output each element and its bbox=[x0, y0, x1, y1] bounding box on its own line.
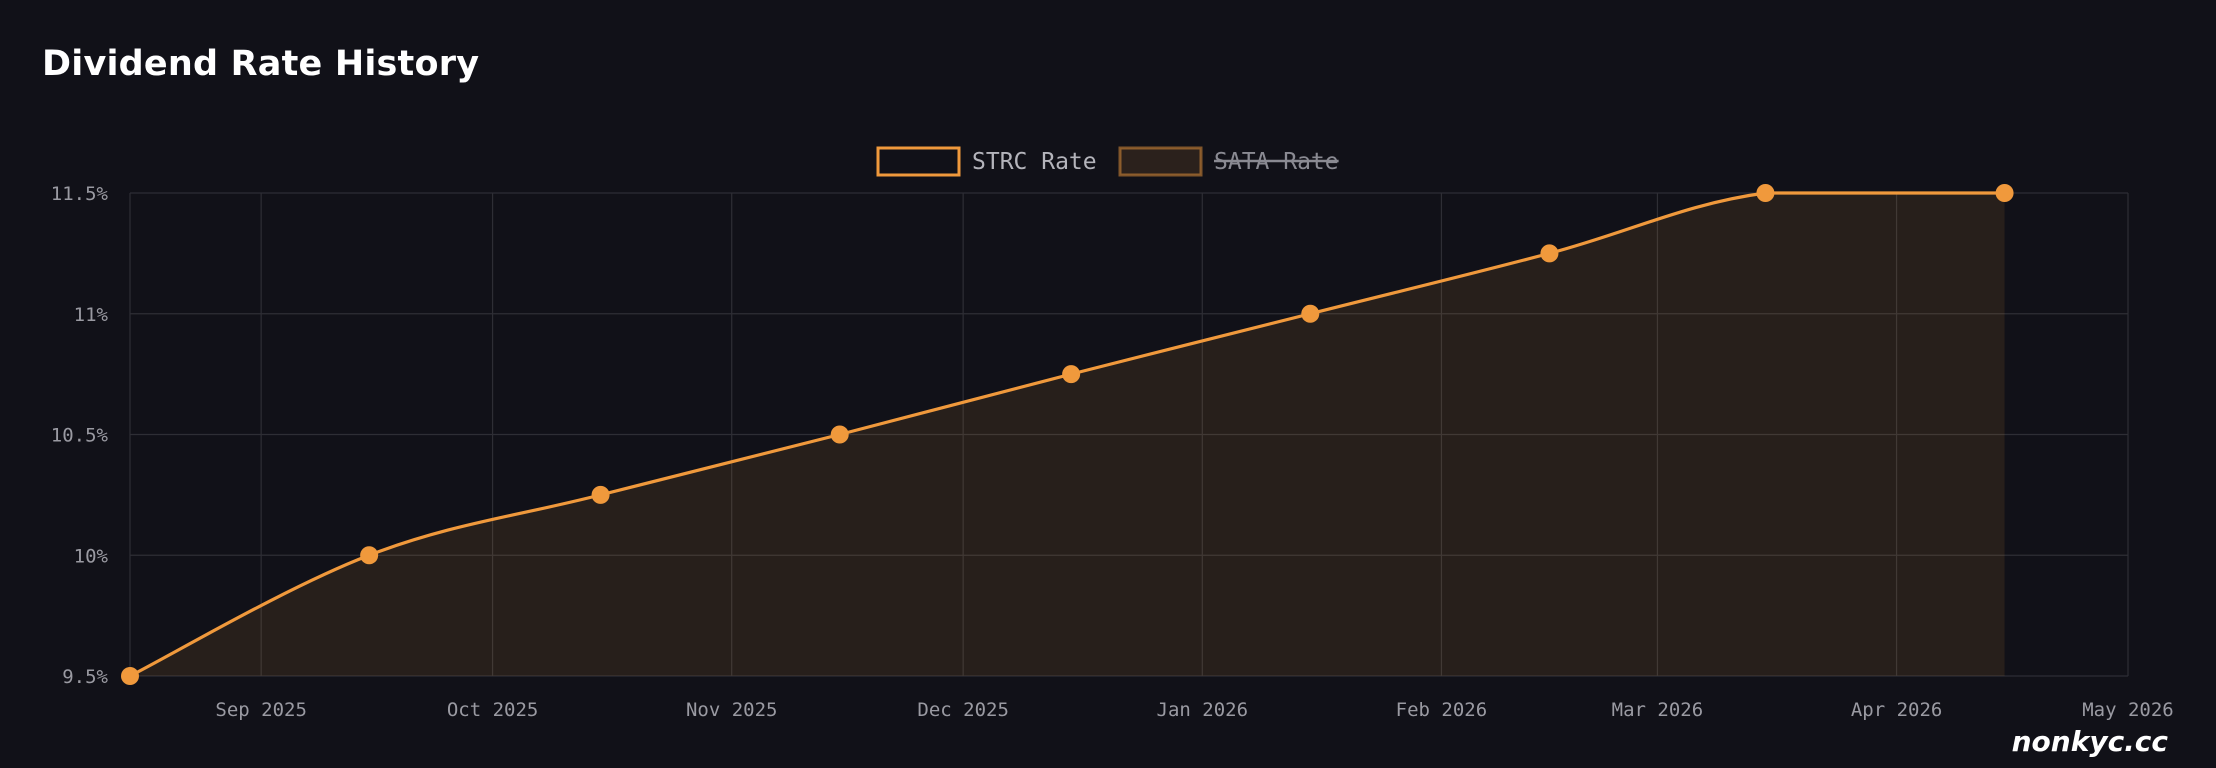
legend[interactable]: STRC Rate SATA Rate bbox=[876, 146, 1339, 177]
legend-swatch bbox=[876, 146, 961, 177]
y-axis-ticks: 9.5% 10% 10.5% 11% 11.5% bbox=[51, 183, 109, 688]
series-area-fill bbox=[130, 193, 2005, 676]
y-tick-label: 11% bbox=[74, 304, 109, 326]
data-point[interactable] bbox=[591, 485, 610, 504]
legend-item-sata-rate[interactable]: SATA Rate bbox=[1118, 146, 1339, 177]
series-area bbox=[130, 193, 2005, 676]
x-tick-label: Mar 2026 bbox=[1612, 699, 1704, 721]
x-tick-label: Jan 2026 bbox=[1157, 699, 1249, 721]
legend-label: STRC Rate bbox=[972, 149, 1097, 175]
watermark: nonkyc.cc bbox=[2011, 725, 2168, 758]
legend-item-strc-rate[interactable]: STRC Rate bbox=[876, 146, 1097, 177]
data-point[interactable] bbox=[1062, 365, 1081, 384]
x-tick-label: Feb 2026 bbox=[1396, 699, 1488, 721]
data-point[interactable] bbox=[1756, 184, 1775, 202]
legend-swatch bbox=[1118, 146, 1203, 177]
x-tick-label: Sep 2025 bbox=[215, 699, 307, 721]
x-tick-label: Nov 2025 bbox=[686, 699, 778, 721]
y-tick-label: 9.5% bbox=[62, 666, 108, 688]
x-tick-label: Apr 2026 bbox=[1851, 699, 1943, 721]
series-points bbox=[121, 184, 2014, 685]
x-axis-ticks: Sep 2025 Oct 2025 Nov 2025 Dec 2025 Jan 2026… bbox=[215, 699, 2173, 721]
x-tick-label: Oct 2025 bbox=[447, 699, 539, 721]
data-point[interactable] bbox=[830, 425, 849, 444]
x-tick-label: May 2026 bbox=[2082, 699, 2174, 721]
data-point[interactable] bbox=[360, 546, 379, 565]
y-tick-label: 10% bbox=[74, 545, 109, 567]
grid bbox=[129, 192, 2129, 677]
x-tick-label: Dec 2025 bbox=[917, 699, 1009, 721]
y-tick-label: 11.5% bbox=[51, 183, 109, 205]
chart-title: Dividend Rate History bbox=[42, 44, 480, 84]
data-point[interactable] bbox=[1540, 244, 1559, 263]
data-point[interactable] bbox=[1995, 184, 2014, 202]
data-point[interactable] bbox=[121, 667, 139, 685]
y-tick-label: 10.5% bbox=[51, 425, 109, 447]
data-point[interactable] bbox=[1301, 304, 1320, 323]
